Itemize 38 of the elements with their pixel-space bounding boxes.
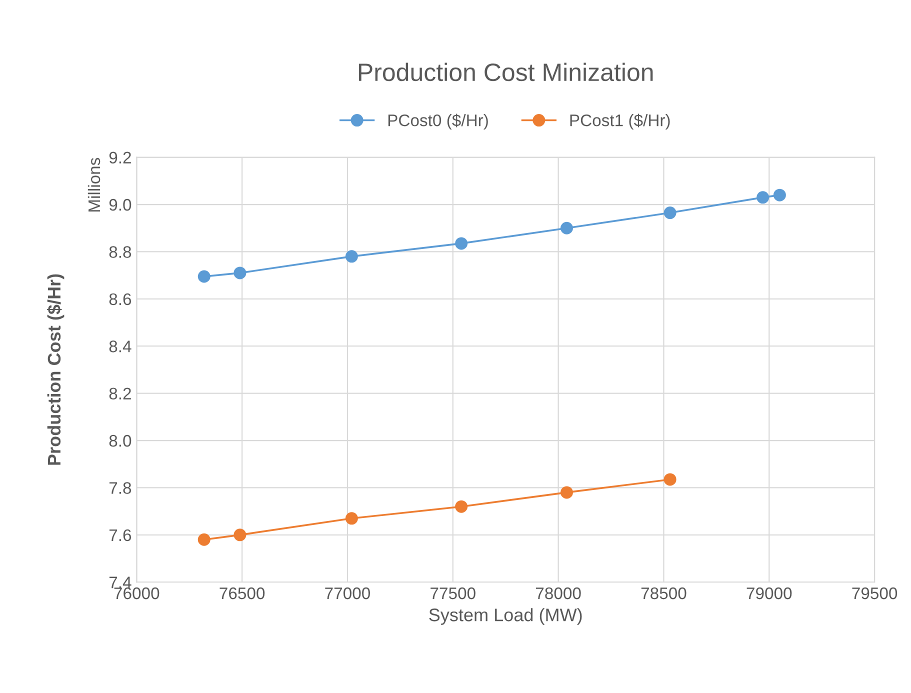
x-tick-label: 78000: [536, 587, 581, 600]
legend-label: PCost1 ($/Hr): [570, 114, 670, 130]
x-tick-label: 79000: [746, 587, 792, 600]
point: [560, 486, 573, 499]
point: [198, 270, 210, 283]
y-tick-label: 9.0: [109, 198, 132, 211]
point: [345, 512, 358, 525]
point: [664, 473, 676, 486]
y-tick-label: 7.8: [109, 482, 132, 494]
x-tick-label: 76500: [220, 587, 265, 600]
x-tick-label: 77500: [430, 587, 476, 600]
x-tick-label: 77000: [325, 587, 370, 600]
y-tick-label: 7.6: [109, 529, 132, 542]
y-tick-label: 9.2: [109, 152, 131, 164]
y-tick-label: 8.2: [109, 388, 131, 400]
y-tick-label: 7.4: [109, 576, 132, 588]
point: [345, 250, 358, 263]
y-tick-label: 8.6: [109, 293, 132, 306]
point: [455, 500, 468, 513]
point: [455, 237, 468, 250]
y-axis-title: Production Cost ($/Hr): [47, 274, 64, 465]
chart-title: Production Cost Minization: [358, 62, 653, 82]
x-tick-label: 78500: [641, 587, 686, 600]
x-tick-label: 76000: [114, 587, 160, 600]
legend-label: PCost0 ($/Hr): [388, 114, 488, 130]
point: [234, 266, 246, 280]
point: [234, 528, 246, 542]
x-axis-title: System Load (MW): [429, 608, 582, 625]
point: [773, 188, 786, 202]
point: [756, 191, 770, 204]
y-tick-label: 8.8: [109, 246, 132, 258]
point: [560, 222, 573, 234]
x-tick-label: 79500: [852, 587, 898, 600]
y-tick-label: 8.0: [109, 434, 132, 447]
y-tick-label: 8.4: [109, 340, 132, 352]
point: [198, 533, 210, 546]
text: Millions: [88, 158, 100, 212]
point: [664, 206, 676, 220]
